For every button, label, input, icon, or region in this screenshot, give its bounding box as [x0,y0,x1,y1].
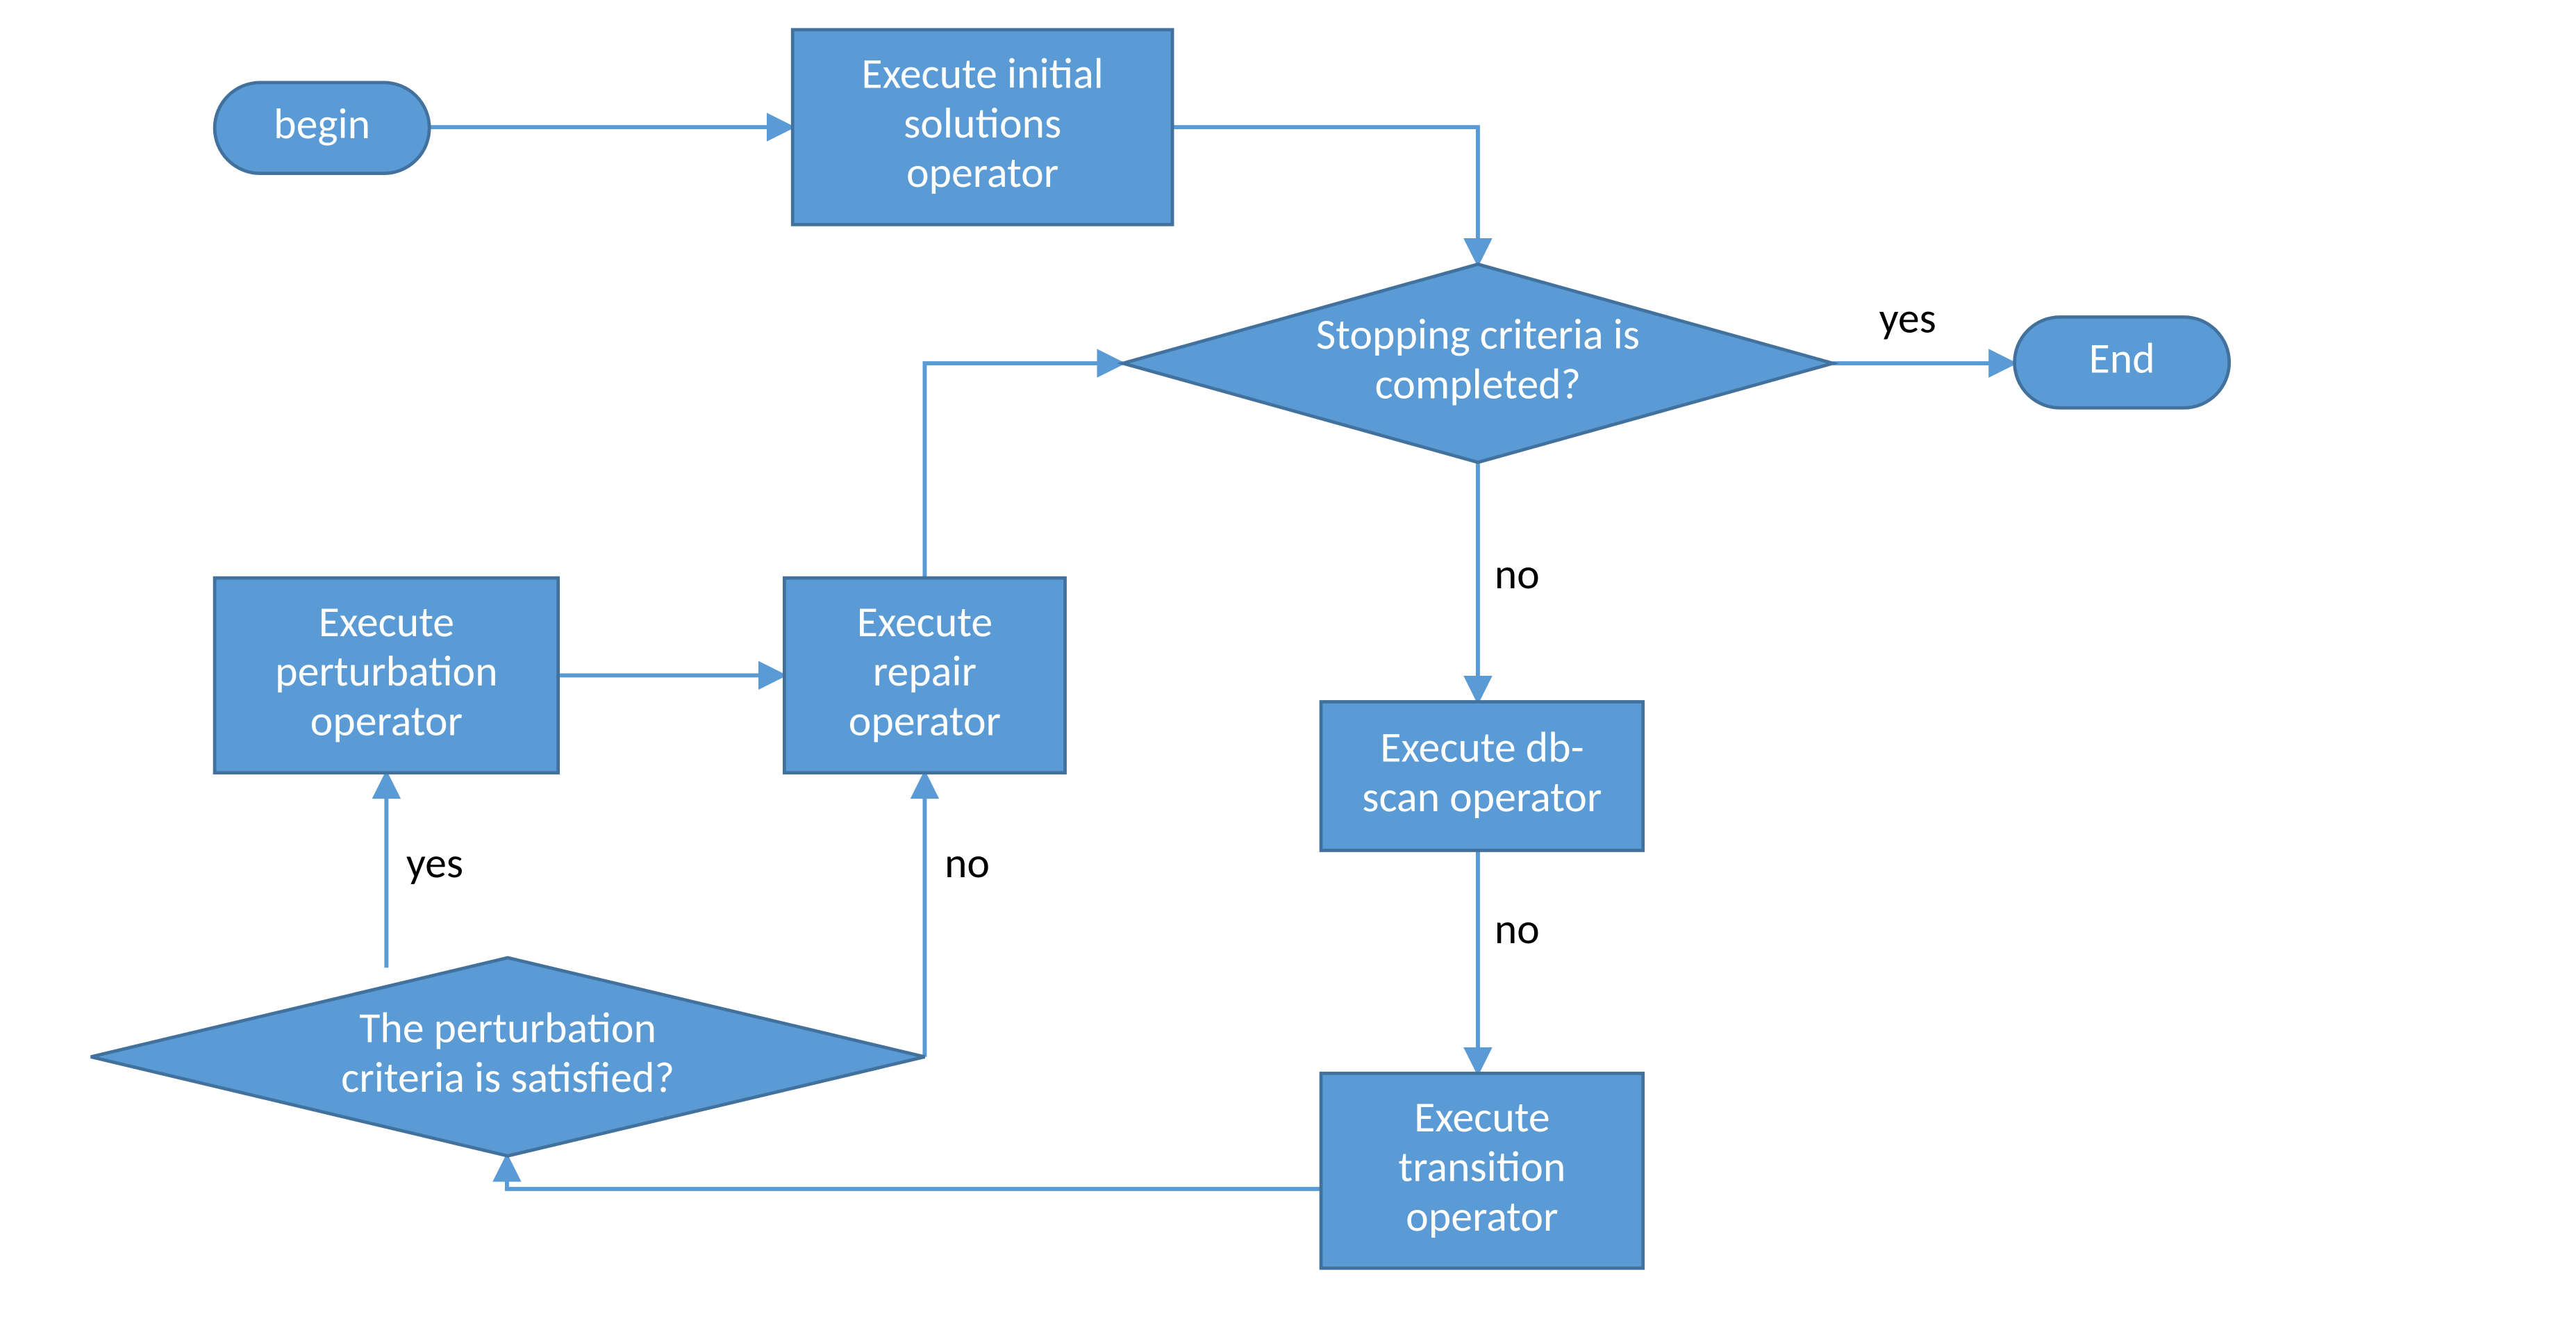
node-text-end-0: End [2089,332,2155,385]
edge-transition-pcrit [507,1156,1321,1189]
node-text-dbscan-0: Execute db- [1380,721,1584,774]
node-text-transition-2: operator [1406,1190,1558,1243]
node-end: End [2015,317,2229,408]
node-text-pcrit-0: The perturbation [359,1002,656,1054]
node-text-pcrit-1: criteria is satisfied? [341,1051,674,1104]
node-stop: Stopping criteria iscompleted? [1123,264,1833,462]
node-text-transition-0: Execute [1414,1090,1549,1143]
node-transition: Executetransitionoperator [1321,1073,1643,1268]
node-text-begin-0: begin [274,97,370,150]
edge-init-stop [1172,127,1478,264]
edge-repair-stop [924,363,1122,578]
nodes-group: beginEndExecute initialsolutionsoperator… [91,30,2229,1268]
node-text-repair-1: repair [873,645,977,697]
node-perturb: Executeperturbationoperator [215,578,558,773]
node-text-perturb-2: operator [310,695,463,747]
node-text-init-2: operator [906,146,1058,199]
node-text-dbscan-1: scan operator [1362,770,1602,823]
node-init: Execute initialsolutionsoperator [792,30,1172,225]
node-repair: Executerepairoperator [784,578,1065,773]
edge-label-pcrit-perturb: yes [406,836,463,889]
edge-label-dbscan-transition: no [1495,902,1540,955]
edge-label-stop-end: yes [1879,291,1936,344]
node-text-init-0: Execute initial [861,47,1103,100]
edge-label-pcrit-repair: no [945,836,990,889]
node-text-init-1: solutions [904,97,1061,149]
node-begin: begin [215,83,429,174]
node-text-repair-2: operator [849,695,1001,747]
node-pcrit: The perturbationcriteria is satisfied? [91,958,925,1156]
node-text-transition-1: transition [1398,1140,1565,1193]
node-dbscan: Execute db-scan operator [1321,701,1643,850]
flowchart-canvas: yes no no yes no begin End Execute initialsolut… [0,0,2576,1321]
node-text-perturb-1: perturbation [275,645,497,697]
node-text-stop-0: Stopping criteria is [1316,308,1640,360]
node-text-perturb-0: Execute [319,595,454,648]
edge-label-stop-dbscan: no [1495,547,1540,600]
node-text-repair-0: Execute [857,595,992,648]
node-text-stop-1: completed? [1375,357,1581,410]
